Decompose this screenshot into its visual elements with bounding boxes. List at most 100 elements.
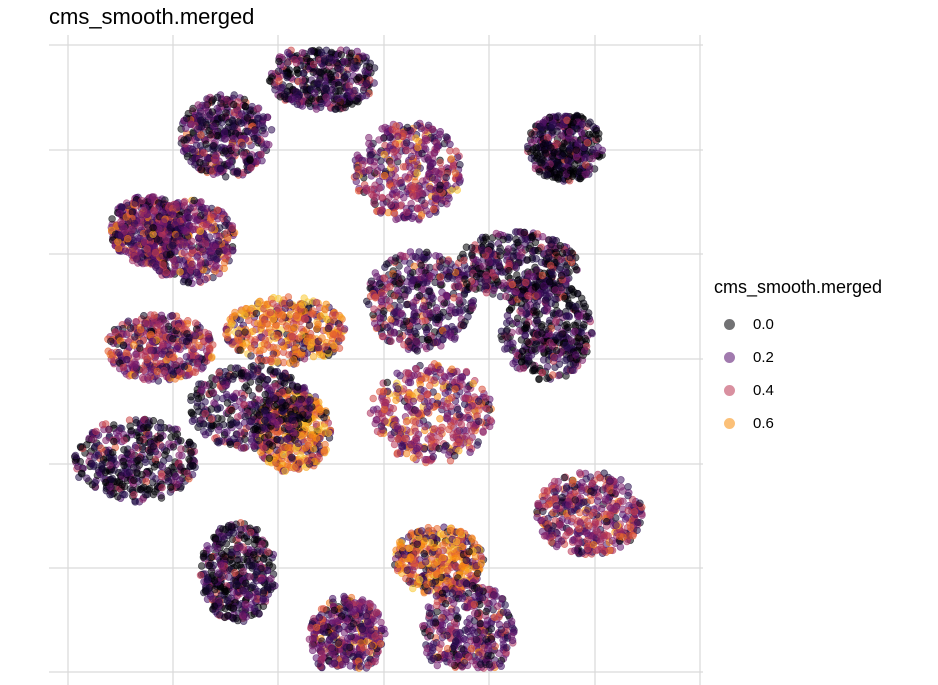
scatter-point	[169, 353, 177, 362]
scatter-point	[273, 331, 281, 339]
scatter-point	[174, 323, 183, 331]
scatter-point	[195, 328, 203, 336]
scatter-point	[436, 128, 444, 136]
scatter-point	[543, 494, 552, 502]
scatter-point	[321, 343, 329, 351]
scatter-point	[182, 124, 190, 133]
scatter-point	[196, 158, 204, 167]
scatter-point	[260, 124, 268, 132]
scatter-point	[572, 302, 580, 311]
scatter-point	[90, 453, 99, 461]
scatter-point	[367, 185, 375, 194]
scatter-point	[209, 141, 218, 150]
scatter-point	[466, 448, 474, 456]
scatter-point	[392, 215, 400, 224]
scatter-point	[462, 556, 470, 564]
scatter-point	[428, 159, 436, 167]
scatter-point	[352, 172, 360, 180]
scatter-point	[233, 580, 241, 588]
scatter-point	[396, 538, 404, 546]
scatter-point	[571, 546, 579, 555]
scatter-point	[259, 602, 268, 610]
scatter-point	[265, 558, 273, 566]
scatter-point	[221, 147, 229, 155]
scatter-point	[473, 569, 482, 578]
scatter-point	[228, 117, 237, 125]
scatter-point	[118, 203, 126, 212]
scatter-point	[257, 576, 265, 584]
scatter-point	[612, 521, 620, 529]
scatter-point	[177, 445, 185, 453]
scatter-point	[403, 208, 411, 217]
scatter-point	[551, 363, 559, 371]
scatter-point	[432, 167, 440, 176]
scatter-point	[267, 126, 276, 134]
scatter-point	[120, 224, 128, 232]
scatter-point	[288, 453, 296, 461]
scatter-point	[222, 173, 230, 181]
scatter-point	[580, 321, 588, 329]
scatter-point	[250, 535, 259, 544]
scatter-point	[393, 180, 401, 188]
scatter-point	[595, 474, 604, 482]
scatter-point	[569, 291, 577, 299]
scatter-point	[337, 334, 345, 342]
scatter-point	[258, 540, 266, 548]
scatter-point	[280, 450, 288, 459]
scatter-point	[223, 597, 232, 605]
scatter-point	[244, 127, 252, 136]
scatter-point	[120, 436, 128, 444]
scatter-point	[259, 594, 267, 603]
scatter-point	[211, 151, 220, 160]
scatter-point	[389, 404, 398, 413]
scatter-point	[530, 307, 538, 315]
scatter-point	[274, 304, 283, 313]
scatter-point	[438, 196, 447, 204]
scatter-point	[269, 299, 277, 308]
scatter-point	[406, 553, 414, 561]
scatter-point	[600, 533, 608, 542]
scatter-point	[420, 550, 428, 558]
scatter-point	[430, 560, 438, 569]
scatter-point	[582, 313, 590, 321]
scatter-point	[414, 143, 422, 152]
scatter-point	[330, 341, 338, 350]
scatter-point	[189, 104, 197, 113]
scatter-point	[140, 312, 148, 320]
scatter-point	[555, 309, 563, 317]
scatter-point	[92, 427, 100, 436]
scatter-point	[550, 488, 558, 496]
scatter-point	[324, 429, 333, 437]
scatter-point	[606, 511, 615, 519]
scatter-point	[115, 348, 123, 357]
scatter-point	[135, 437, 144, 445]
scatter-point	[221, 525, 230, 534]
scatter-point	[240, 534, 249, 543]
scatter-point	[568, 366, 577, 374]
scatter-point	[249, 593, 257, 602]
scatter-point	[195, 341, 203, 350]
scatter-point	[231, 568, 239, 577]
scatter-point	[422, 207, 431, 215]
scatter-point	[301, 315, 310, 323]
scatter-point	[243, 305, 251, 313]
scatter-point	[569, 514, 577, 522]
scatter-point	[465, 547, 473, 556]
scatter-point	[130, 491, 138, 499]
scatter-point	[150, 207, 158, 215]
scatter-point	[156, 434, 164, 442]
scatter-point	[377, 163, 385, 172]
scatter-point	[149, 417, 158, 425]
scatter-point	[407, 152, 416, 161]
scatter-point	[313, 325, 321, 333]
scatter-point	[398, 442, 406, 450]
scatter-point	[172, 472, 180, 480]
scatter-point	[252, 309, 261, 318]
scatter-point	[206, 111, 214, 119]
scatter-point	[316, 405, 324, 414]
scatter-point	[140, 483, 148, 491]
scatter-point	[218, 572, 226, 580]
scatter-point	[289, 339, 297, 347]
scatter-point	[150, 193, 158, 201]
scatter-point	[611, 505, 619, 514]
